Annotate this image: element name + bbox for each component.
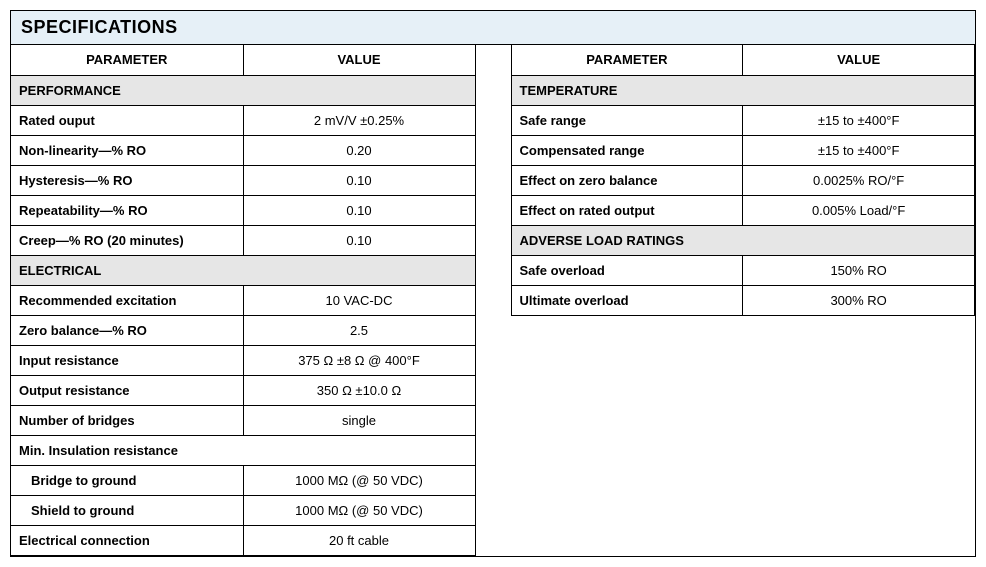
value-cell: ±15 to ±400°F <box>743 105 975 135</box>
section-header: ADVERSE LOAD RATINGS <box>511 225 975 255</box>
table-row: Electrical connection20 ft cable <box>11 525 475 555</box>
param-cell: Rated ouput <box>11 105 243 135</box>
value-cell: 0.20 <box>243 135 475 165</box>
table-row: PERFORMANCE <box>11 75 475 105</box>
param-cell: Safe overload <box>511 255 743 285</box>
table-row: Repeatability—% RO0.10 <box>11 195 475 225</box>
value-cell: ±15 to ±400°F <box>743 135 975 165</box>
table-row: Safe overload150% RO <box>511 255 975 285</box>
param-cell: Non-linearity—% RO <box>11 135 243 165</box>
value-cell: 10 VAC-DC <box>243 285 475 315</box>
section-subheader: Min. Insulation resistance <box>11 435 475 465</box>
table-row: Zero balance—% RO2.5 <box>11 315 475 345</box>
table-row: Bridge to ground1000 MΩ (@ 50 VDC) <box>11 465 475 495</box>
table-row: Recommended excitation10 VAC-DC <box>11 285 475 315</box>
table-row: Rated ouput2 mV/V ±0.25% <box>11 105 475 135</box>
value-cell: 0.005% Load/°F <box>743 195 975 225</box>
table-row: Non-linearity—% RO0.20 <box>11 135 475 165</box>
param-cell: Effect on rated output <box>511 195 743 225</box>
param-cell: Effect on zero balance <box>511 165 743 195</box>
panel-title: SPECIFICATIONS <box>11 11 975 45</box>
header-parameter: PARAMETER <box>511 45 743 75</box>
header-value: VALUE <box>743 45 975 75</box>
param-cell: Ultimate overload <box>511 285 743 315</box>
param-cell: Output resistance <box>11 375 243 405</box>
table-row: Input resistance375 Ω ±8 Ω @ 400°F <box>11 345 475 375</box>
param-cell: Shield to ground <box>11 495 243 525</box>
header-row: PARAMETER VALUE <box>511 45 975 75</box>
value-cell: 350 Ω ±10.0 Ω <box>243 375 475 405</box>
table-row: ADVERSE LOAD RATINGS <box>511 225 975 255</box>
section-header: ELECTRICAL <box>11 255 475 285</box>
value-cell: 0.10 <box>243 225 475 255</box>
param-cell: Compensated range <box>511 135 743 165</box>
header-parameter: PARAMETER <box>11 45 243 75</box>
table-row: Creep—% RO (20 minutes)0.10 <box>11 225 475 255</box>
value-cell: 300% RO <box>743 285 975 315</box>
table-row: Shield to ground1000 MΩ (@ 50 VDC) <box>11 495 475 525</box>
value-cell: 0.10 <box>243 165 475 195</box>
header-row: PARAMETER VALUE <box>11 45 475 75</box>
param-cell: Repeatability—% RO <box>11 195 243 225</box>
param-cell: Safe range <box>511 105 743 135</box>
param-cell: Input resistance <box>11 345 243 375</box>
table-row: Output resistance350 Ω ±10.0 Ω <box>11 375 475 405</box>
value-cell: 2 mV/V ±0.25% <box>243 105 475 135</box>
table-row: TEMPERATURE <box>511 75 975 105</box>
columns-wrapper: PARAMETER VALUE PERFORMANCERated ouput2 … <box>11 45 975 556</box>
param-cell: Hysteresis—% RO <box>11 165 243 195</box>
value-cell: 1000 MΩ (@ 50 VDC) <box>243 465 475 495</box>
param-cell: Number of bridges <box>11 405 243 435</box>
value-cell: 2.5 <box>243 315 475 345</box>
spec-table-left: PARAMETER VALUE PERFORMANCERated ouput2 … <box>11 45 476 556</box>
table-row: ELECTRICAL <box>11 255 475 285</box>
header-value: VALUE <box>243 45 475 75</box>
value-cell: 0.10 <box>243 195 475 225</box>
param-cell: Bridge to ground <box>11 465 243 495</box>
param-cell: Recommended excitation <box>11 285 243 315</box>
section-header: TEMPERATURE <box>511 75 975 105</box>
right-body: TEMPERATURESafe range±15 to ±400°FCompen… <box>511 75 975 315</box>
table-row: Number of bridgessingle <box>11 405 475 435</box>
table-row: Effect on zero balance0.0025% RO/°F <box>511 165 975 195</box>
value-cell: 1000 MΩ (@ 50 VDC) <box>243 495 475 525</box>
value-cell: 150% RO <box>743 255 975 285</box>
table-row: Ultimate overload300% RO <box>511 285 975 315</box>
spec-table-right: PARAMETER VALUE TEMPERATURESafe range±15… <box>511 45 976 316</box>
value-cell: 375 Ω ±8 Ω @ 400°F <box>243 345 475 375</box>
table-row: Hysteresis—% RO0.10 <box>11 165 475 195</box>
section-header: PERFORMANCE <box>11 75 475 105</box>
table-row: Effect on rated output0.005% Load/°F <box>511 195 975 225</box>
table-row: Min. Insulation resistance <box>11 435 475 465</box>
param-cell: Electrical connection <box>11 525 243 555</box>
table-row: Compensated range±15 to ±400°F <box>511 135 975 165</box>
param-cell: Creep—% RO (20 minutes) <box>11 225 243 255</box>
value-cell: 20 ft cable <box>243 525 475 555</box>
left-body: PERFORMANCERated ouput2 mV/V ±0.25%Non-l… <box>11 75 475 555</box>
specifications-panel: SPECIFICATIONS PARAMETER VALUE PERFORMAN… <box>10 10 976 557</box>
value-cell: 0.0025% RO/°F <box>743 165 975 195</box>
table-row: Safe range±15 to ±400°F <box>511 105 975 135</box>
param-cell: Zero balance—% RO <box>11 315 243 345</box>
value-cell: single <box>243 405 475 435</box>
